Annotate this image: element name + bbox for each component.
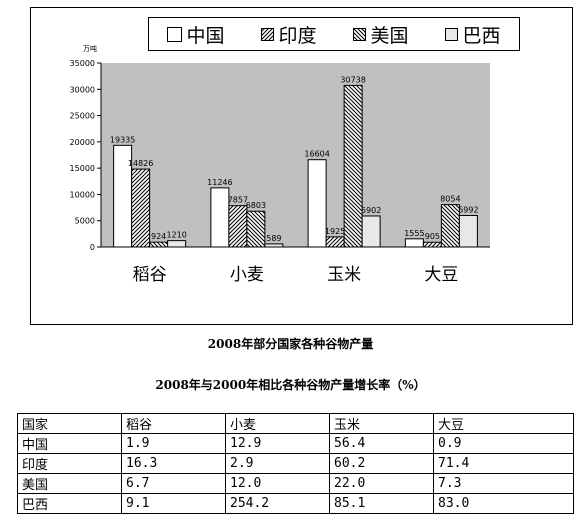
bar [228, 205, 248, 248]
y-tick-label: 20000 [70, 138, 95, 147]
table-cell: 2.9 [225, 453, 330, 474]
table-cell: 71.4 [433, 453, 574, 474]
table-row: 巴西 9.1 254.2 85.1 83.0 [17, 493, 574, 514]
legend-label-china: 中国 [186, 24, 225, 47]
y-tick-label: 0 [90, 243, 95, 252]
bar [325, 236, 345, 248]
y-tick-label: 15000 [70, 164, 95, 173]
table-cell: 6.7 [121, 473, 226, 494]
table-cell: 60.2 [329, 453, 434, 474]
chart-caption: 2008年部分国家各种谷物产量 [207, 337, 374, 351]
y-tick-label: 10000 [70, 190, 95, 199]
table-cell: 9.1 [121, 493, 226, 514]
table-row: 印度 16.3 2.9 60.2 71.4 [17, 453, 574, 474]
legend-swatch-usa [353, 27, 367, 41]
y-tick-label: 35000 [70, 59, 95, 68]
y-tick-label: 30000 [70, 85, 95, 94]
table-cell: 16.3 [121, 453, 226, 474]
data-label: 5902 [361, 206, 381, 215]
table-cell: 印度 [17, 453, 122, 474]
table-header-cell: 玉米 [329, 413, 434, 434]
data-label: 1210 [166, 231, 186, 240]
bar [264, 243, 284, 248]
table-cell: 1.9 [121, 433, 226, 454]
x-tick-label: 玉米 [327, 265, 361, 285]
legend-label-usa: 美国 [370, 24, 409, 47]
y-unit-label: 万吨 [83, 44, 97, 53]
growth-table: 国家 稻谷 小麦 玉米 大豆 中国 1.9 12.9 56.4 0.9 印度 1… [17, 413, 574, 514]
bar [307, 159, 327, 248]
table-cell: 美国 [17, 473, 122, 494]
table-cell: 中国 [17, 433, 122, 454]
legend-swatch-brazil [445, 27, 459, 41]
table-header-cell: 大豆 [433, 413, 574, 434]
bar [167, 240, 187, 248]
data-label: 924 [151, 232, 166, 241]
data-label: 30738 [340, 75, 365, 84]
table-row: 中国 1.9 12.9 56.4 0.9 [17, 433, 574, 454]
table-cell: 85.1 [329, 493, 434, 514]
chart-legend: 中国 印度 美国 巴西 [148, 17, 520, 51]
data-label: 7857 [228, 196, 248, 205]
legend-item-india: 印度 [261, 21, 317, 48]
data-label: 589 [266, 234, 281, 243]
bar [458, 214, 478, 248]
table-cell: 12.9 [225, 433, 330, 454]
data-label: 6803 [246, 201, 266, 210]
data-label: 16604 [304, 150, 329, 159]
bar [149, 241, 169, 248]
table-row: 美国 6.7 12.0 22.0 7.3 [17, 473, 574, 494]
table-cell: 254.2 [225, 493, 330, 514]
chart-frame: 0 5000 10000 15000 20000 25000 30000 35000 万吨 193… [30, 7, 573, 325]
bar [404, 238, 424, 248]
table-caption: 2008年与2000年相比各种谷物产量增长率（%） [155, 378, 426, 392]
legend-swatch-india [261, 27, 275, 41]
data-label: 1925 [325, 227, 345, 236]
data-label: 8054 [440, 195, 460, 204]
legend-label-india: 印度 [278, 24, 317, 47]
y-tick-label: 5000 [75, 217, 95, 226]
bar [210, 187, 230, 248]
x-tick-label: 小麦 [230, 265, 264, 285]
bar [361, 215, 381, 248]
table-cell: 7.3 [433, 473, 574, 494]
bar-chart: 0 5000 10000 15000 20000 25000 30000 35000 万吨 193… [70, 44, 490, 285]
y-tick-label: 25000 [70, 112, 95, 121]
legend-item-brazil: 巴西 [445, 21, 501, 48]
table-header-cell: 小麦 [225, 413, 330, 434]
table-cell: 83.0 [433, 493, 574, 514]
legend-item-china: 中国 [167, 21, 225, 48]
bar [343, 84, 363, 248]
legend-item-usa: 美国 [353, 21, 409, 48]
table-cell: 0.9 [433, 433, 574, 454]
legend-label-brazil: 巴西 [462, 24, 501, 47]
data-label: 5992 [458, 205, 478, 214]
bar [422, 241, 442, 248]
table-cell: 巴西 [17, 493, 122, 514]
plot-area [101, 63, 490, 247]
bar [246, 210, 266, 248]
bar [440, 204, 460, 248]
table-header-row: 国家 稻谷 小麦 玉米 大豆 [17, 413, 574, 434]
table-header-cell: 国家 [17, 413, 122, 434]
legend-swatch-china [167, 26, 183, 42]
x-tick-label: 稻谷 [133, 265, 167, 285]
data-label: 1555 [404, 229, 424, 238]
x-tick-label: 大豆 [424, 265, 458, 285]
table-cell: 56.4 [329, 433, 434, 454]
table-cell: 22.0 [329, 473, 434, 494]
data-label: 905 [425, 232, 440, 241]
data-label: 14826 [128, 159, 153, 168]
data-label: 11246 [207, 178, 232, 187]
table-header-cell: 稻谷 [121, 413, 226, 434]
data-label: 19335 [110, 135, 135, 144]
bar [131, 168, 151, 248]
table-cell: 12.0 [225, 473, 330, 494]
